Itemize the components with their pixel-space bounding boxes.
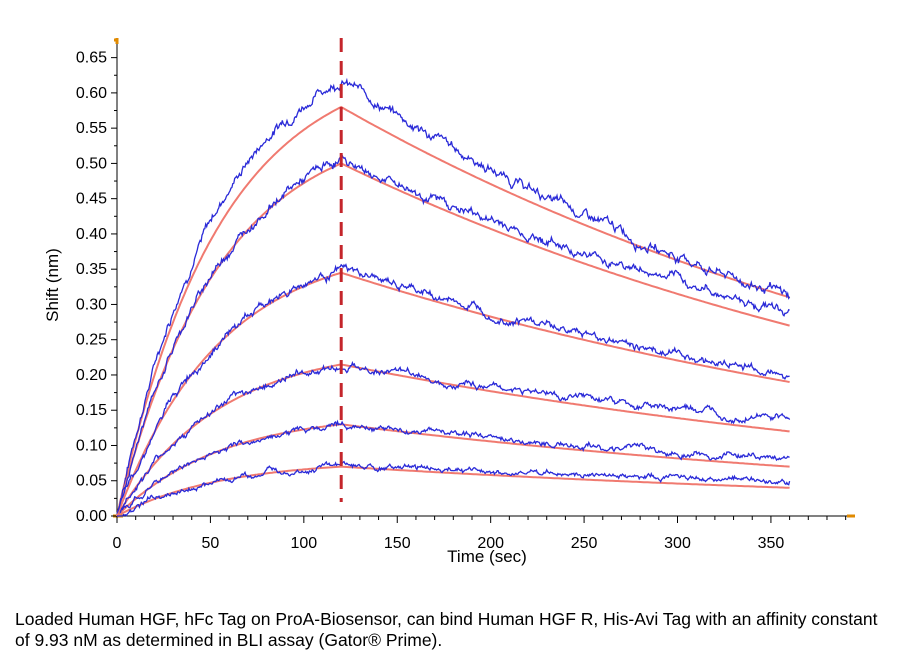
x-tick-label: 0 bbox=[113, 535, 122, 552]
y-tick-label: 0.50 bbox=[76, 155, 107, 172]
y-tick-label: 0.20 bbox=[76, 367, 107, 384]
measured-curve bbox=[116, 153, 790, 516]
y-tick-label: 0.65 bbox=[76, 50, 107, 67]
measured-curve bbox=[117, 419, 790, 517]
y-tick-label: 0.15 bbox=[76, 402, 107, 419]
x-tick-label: 200 bbox=[477, 535, 504, 552]
x-tick-label: 50 bbox=[202, 535, 220, 552]
curves bbox=[116, 38, 791, 517]
bli-sensorgram-chart: 0.00 0.05 0.10 0.15 0.20 0.25 0.30 0.35 0.40 0.45… bbox=[43, 38, 855, 566]
fit-curve bbox=[116, 271, 790, 517]
x-tick-label: 150 bbox=[384, 535, 411, 552]
fit-curve bbox=[116, 465, 790, 517]
fit-curve bbox=[116, 423, 790, 517]
measured-curve bbox=[116, 263, 790, 515]
y-tick-label: 0.30 bbox=[76, 296, 107, 313]
fit-curve bbox=[116, 363, 790, 517]
axes: 0.00 0.05 0.10 0.15 0.20 0.25 0.30 0.35 0.40 0.45… bbox=[76, 38, 855, 552]
figure-caption: Loaded Human HGF, hFc Tag on ProA-Biosen… bbox=[15, 609, 878, 650]
measured-curve bbox=[117, 360, 791, 517]
y-tick-label: 0.25 bbox=[76, 332, 107, 349]
x-tick-label: 100 bbox=[290, 535, 317, 552]
y-tick-label: 0.60 bbox=[76, 85, 107, 102]
measured-curve bbox=[116, 77, 791, 517]
fit-curve bbox=[116, 162, 790, 517]
y-tick-label: 0.55 bbox=[76, 120, 107, 137]
y-tick-label: 0.35 bbox=[76, 261, 107, 278]
x-tick-label: 250 bbox=[571, 535, 598, 552]
fit-curve bbox=[116, 105, 790, 517]
x-axis-title: Time (sec) bbox=[447, 547, 527, 566]
y-tick-label: 0.00 bbox=[76, 508, 107, 525]
y-axis-title: Shift (nm) bbox=[43, 248, 62, 322]
y-tick-label: 0.40 bbox=[76, 226, 107, 243]
y-tick-label: 0.45 bbox=[76, 191, 107, 208]
measured-curve bbox=[117, 460, 791, 517]
x-tick-label: 300 bbox=[664, 535, 691, 552]
y-tick-label: 0.05 bbox=[76, 473, 107, 490]
y-tick-label: 0.10 bbox=[76, 437, 107, 454]
x-tick-label: 350 bbox=[758, 535, 785, 552]
